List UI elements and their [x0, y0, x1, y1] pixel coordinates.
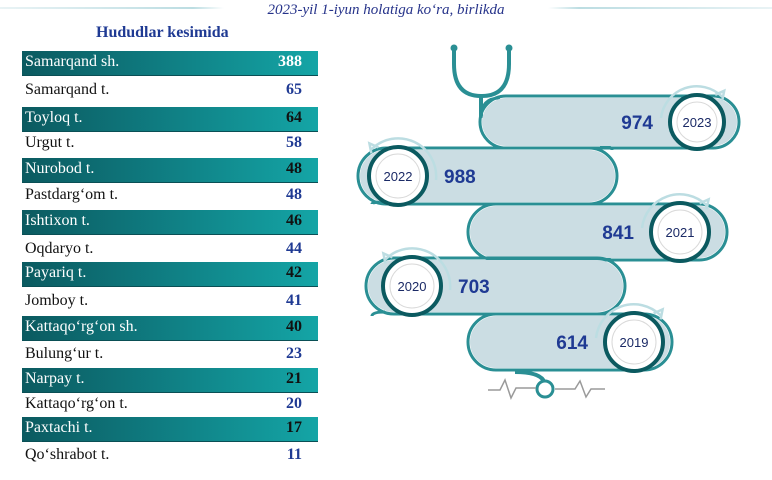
- table-row: Nurobod t. 48: [22, 158, 318, 183]
- region-name: Kattaqo‘rg‘on sh.: [25, 318, 138, 335]
- region-value: 44: [286, 240, 302, 257]
- chart-subtitle: 2023-yil 1-iyun holatiga ko‘ra, birlikda: [267, 2, 505, 18]
- table-row: Pastdarg‘om t. 48: [22, 184, 318, 208]
- region-name: Ishtixon t.: [25, 212, 90, 229]
- arrow-icon: [367, 141, 379, 154]
- region-name: Oqdaryo t.: [25, 240, 94, 257]
- table-row: Samarqand sh. 388: [22, 51, 318, 76]
- region-value: 64: [286, 109, 302, 126]
- region-name: Bulung‘ur t.: [25, 345, 104, 362]
- year-badge-inner: [389, 263, 435, 309]
- table-row: Narpay t. 21: [22, 368, 318, 393]
- year-value-label: 703: [458, 277, 490, 298]
- year-badge-inner: [676, 101, 718, 143]
- region-name: Paxtachi t.: [25, 419, 93, 436]
- year-value-label: 841: [602, 223, 634, 244]
- pulse-line-icon: [488, 378, 605, 400]
- year-label: 2020: [398, 279, 427, 294]
- table-row: Qo‘shrabot t. 11: [22, 444, 318, 468]
- region-value: 58: [286, 134, 302, 151]
- year-value-label: 614: [556, 333, 588, 354]
- table-heading: Hududlar kesimida: [96, 24, 229, 41]
- pill-outline: [466, 202, 729, 262]
- year-badge-inner: [611, 319, 657, 365]
- year-label: 2021: [666, 225, 695, 240]
- region-name: Samarqand t.: [25, 81, 110, 98]
- table-row: Jomboy t. 41: [22, 290, 318, 314]
- arrow-icon: [653, 307, 665, 320]
- region-value: 48: [286, 160, 302, 177]
- arrow-icon: [714, 88, 726, 102]
- year-value-label: 988: [444, 167, 476, 188]
- region-value: 17: [286, 419, 302, 436]
- region-value: 20: [286, 395, 302, 412]
- year-label: 2019: [620, 335, 649, 350]
- decorative-arc: [659, 85, 724, 119]
- pill-outline: [478, 94, 741, 150]
- decorative-arc: [384, 247, 452, 291]
- stethoscope-earpiece-right: [505, 44, 513, 52]
- table-row: Urgut t. 58: [22, 132, 318, 156]
- stethoscope-chestpiece: [535, 379, 555, 399]
- year-label: 2023: [683, 115, 712, 130]
- region-name: Kattaqo‘rg‘on t.: [25, 395, 128, 412]
- region-value: 65: [286, 81, 302, 98]
- stethoscope-earpiece-left: [450, 44, 458, 52]
- region-value: 40: [286, 318, 302, 335]
- decorative-arc: [640, 193, 708, 229]
- table-row: Bulung‘ur t. 23: [22, 343, 318, 367]
- decorative-arc: [594, 303, 662, 339]
- region-value: 11: [286, 446, 302, 463]
- top-divider-line: [0, 7, 772, 9]
- decorative-arc: [370, 137, 438, 181]
- table-row: Samarqand t. 65: [22, 79, 318, 103]
- region-name: Qo‘shrabot t.: [25, 446, 110, 463]
- table-row: Toyloq t. 64: [22, 107, 318, 132]
- region-name: Payariq t.: [25, 264, 87, 281]
- region-name: Narpay t.: [25, 370, 85, 387]
- year-value-label: 974: [621, 113, 653, 134]
- arrow-icon: [381, 251, 393, 264]
- table-row: Kattaqo‘rg‘on sh. 40: [22, 316, 318, 341]
- region-name: Urgut t.: [25, 134, 75, 151]
- table-row: Paxtachi t. 17: [22, 417, 318, 442]
- table-row: Kattaqo‘rg‘on t. 20: [22, 393, 318, 417]
- region-name: Toyloq t.: [25, 109, 83, 126]
- region-value: 388: [278, 53, 302, 70]
- table-row: Payariq t. 42: [22, 262, 318, 287]
- year-label: 2022: [384, 169, 413, 184]
- region-value: 42: [286, 264, 302, 281]
- arrow-icon: [699, 197, 711, 210]
- year-badge-inner: [657, 209, 703, 255]
- table-row: Ishtixon t. 46: [22, 210, 318, 235]
- pill-outline: [466, 312, 674, 372]
- year-badge-inner: [375, 153, 421, 199]
- region-value: 23: [286, 345, 302, 362]
- region-value: 48: [286, 186, 302, 203]
- region-name: Nurobod t.: [25, 160, 95, 177]
- region-name: Jomboy t.: [25, 292, 89, 309]
- region-value: 41: [286, 292, 302, 309]
- region-value: 46: [286, 212, 302, 229]
- region-name: Samarqand sh.: [25, 53, 120, 70]
- stethoscope-headset: [452, 48, 511, 98]
- region-value: 21: [286, 370, 302, 387]
- table-row: Oqdaryo t. 44: [22, 238, 318, 262]
- region-name: Pastdarg‘om t.: [25, 186, 119, 203]
